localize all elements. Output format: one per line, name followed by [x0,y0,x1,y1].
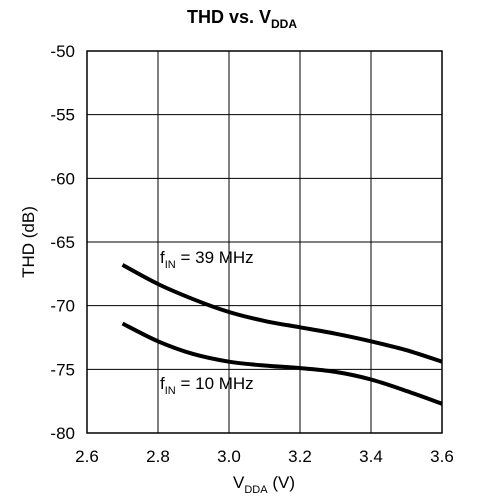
series-line-39mhz [121,263,443,364]
y-axis-label: THD (dB) [19,206,38,278]
plot-frame [86,50,443,434]
y-tick-label: -70 [50,297,75,316]
x-tick-label: 2.8 [146,447,170,466]
legend-10mhz-sub: IN [165,385,176,397]
x-axis-label-tail: (V) [268,473,295,492]
x-tick-labels: 2.6 2.8 3.0 3.2 3.4 3.6 [75,447,454,466]
series-line-10mhz [121,321,443,406]
x-axis-label-main: V [233,473,245,492]
legend-label-39mhz: fIN = 39 MHz [160,248,254,271]
y-tick-label: -75 [50,360,75,379]
chart-title-sub: DDA [271,17,297,31]
legend-39mhz-sub: IN [165,259,176,271]
legend-10mhz-tail: = 10 MHz [176,374,254,393]
x-tick-label: 3.0 [217,447,241,466]
legend-label-10mhz: fIN = 10 MHz [160,374,254,397]
chart-title-main: THD vs. V [187,7,271,27]
legend-10mhz-main: f [160,374,165,393]
x-tick-label: 2.6 [75,447,99,466]
x-tick-label: 3.4 [359,447,383,466]
y-tick-label: -65 [50,233,75,252]
legend-39mhz-main: f [160,248,165,267]
x-tick-label: 3.2 [288,447,312,466]
legend-39mhz-tail: = 39 MHz [176,248,254,267]
x-axis-label: VDDA (V) [233,473,295,496]
y-tick-label: -50 [50,42,75,61]
series [121,263,443,406]
y-tick-labels: -50 -55 -60 -65 -70 -75 -80 [50,42,75,443]
x-axis-label-sub: DDA [244,484,268,496]
grid [86,50,443,434]
y-tick-label: -60 [50,169,75,188]
y-tick-label: -80 [50,424,75,443]
chart-title: THD vs. VDDA [187,7,297,31]
x-tick-label: 3.6 [430,447,454,466]
y-tick-label: -55 [50,106,75,125]
